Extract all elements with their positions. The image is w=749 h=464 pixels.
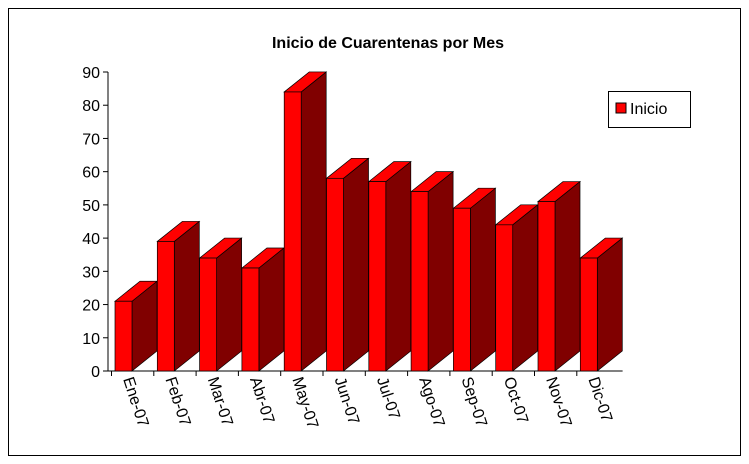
y-tick-label: 60	[82, 165, 100, 182]
chart-title: Inicio de Cuarentenas por Mes	[272, 35, 504, 52]
bar	[156, 241, 175, 372]
bar	[495, 224, 514, 372]
y-tick-label: 80	[82, 98, 100, 115]
bar	[537, 201, 556, 372]
bar-side	[470, 187, 496, 372]
bar-side	[512, 204, 539, 372]
bar-side	[554, 180, 581, 372]
y-tick-label: 30	[82, 264, 100, 281]
bar-side	[216, 237, 242, 372]
bar-side	[385, 160, 412, 372]
bar-side	[596, 237, 623, 372]
bar	[453, 207, 471, 372]
bar	[326, 177, 344, 372]
bar-side	[258, 247, 285, 372]
bar-side	[343, 157, 369, 372]
y-tick-label: 70	[82, 131, 100, 148]
y-tick-label: 10	[82, 331, 100, 348]
bar	[283, 91, 302, 372]
y-tick-label: 40	[82, 231, 100, 248]
bar	[368, 181, 387, 372]
bar	[114, 300, 133, 372]
bar-side	[427, 170, 454, 372]
bar	[199, 257, 217, 372]
bar-side	[173, 220, 200, 372]
legend-label: Inicio	[630, 101, 667, 118]
y-tick-label: 90	[82, 65, 100, 82]
bar-side	[300, 71, 327, 372]
y-tick-label: 20	[82, 298, 100, 315]
legend-swatch	[615, 102, 627, 114]
bar	[579, 257, 598, 372]
y-tick-label: 0	[91, 364, 100, 381]
y-tick-label: 50	[82, 198, 100, 215]
bar	[241, 267, 260, 372]
bar	[410, 191, 429, 372]
